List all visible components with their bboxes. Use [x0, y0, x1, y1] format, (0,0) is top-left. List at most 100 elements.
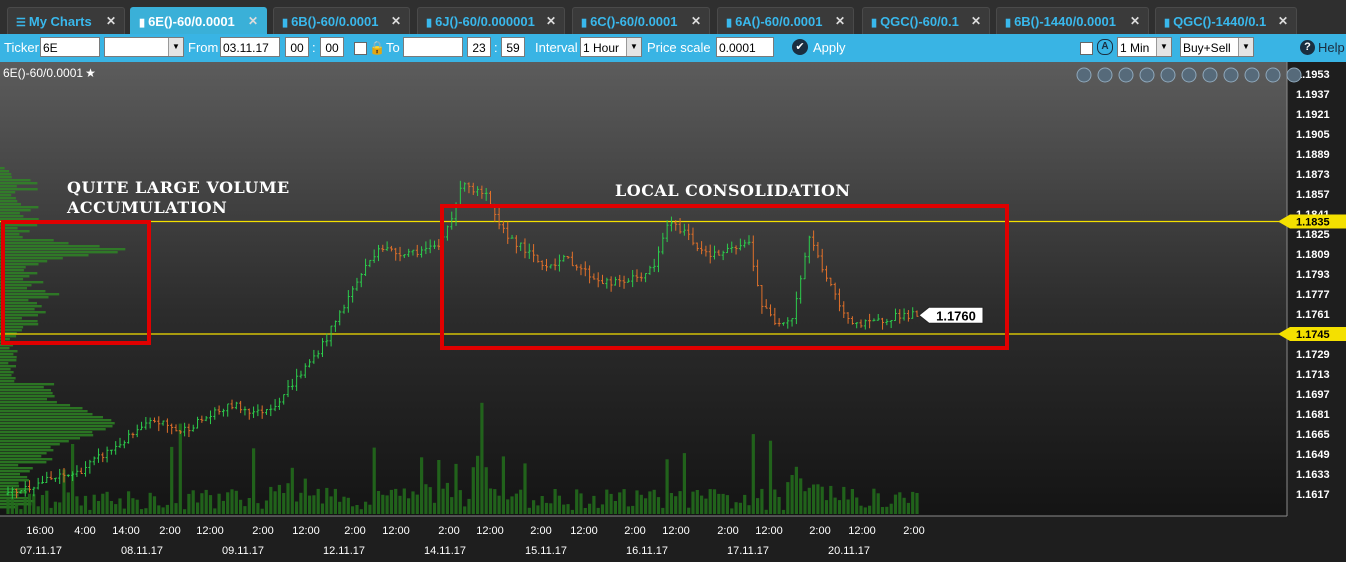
volume-bar	[557, 495, 561, 514]
tab-6[interactable]: ▮ 6A()-60/0.0001 ✕	[717, 7, 854, 34]
profile-bar	[0, 326, 24, 329]
to-minute-input[interactable]: 59	[501, 37, 525, 57]
to-label: To	[386, 40, 400, 55]
ticker-dropdown[interactable]: ▼	[104, 37, 184, 57]
close-icon[interactable]: ✕	[690, 14, 701, 28]
close-icon[interactable]: ✕	[390, 14, 401, 28]
settings-icon[interactable]	[1223, 67, 1239, 83]
tab-1[interactable]: ☰ My Charts ✕	[7, 7, 125, 34]
volume-bar	[286, 483, 290, 514]
volume-bar	[118, 498, 122, 514]
lock-icon[interactable]: 🔒	[369, 40, 386, 55]
refresh-icon[interactable]	[1202, 67, 1218, 83]
close-icon[interactable]: ✕	[1277, 14, 1288, 28]
from-minute-input[interactable]: 00	[320, 37, 344, 57]
volume-bar	[36, 506, 40, 514]
last-price-label: 1.1760	[936, 308, 976, 323]
to-date-input[interactable]	[403, 37, 463, 57]
to-enable-checkbox[interactable]	[354, 42, 367, 55]
auto-checkbox[interactable]	[1080, 42, 1093, 55]
profile-bar	[0, 188, 38, 191]
side-select[interactable]: Buy+Sell ▼	[1180, 37, 1254, 57]
profile-bar	[0, 494, 19, 497]
volume-bar	[23, 498, 27, 514]
ticker-input[interactable]: 6E	[40, 37, 100, 57]
tab-2[interactable]: ▮ 6E()-60/0.0001 ✕	[130, 7, 267, 34]
volume-bar	[407, 498, 411, 514]
zoom-reset-icon[interactable]	[1139, 67, 1155, 83]
close-icon[interactable]: ✕	[834, 14, 845, 28]
grid-icon[interactable]	[1160, 67, 1176, 83]
chart-area[interactable]: 1.1953 1.1937 1.1921 1.1905 1.1889 1.1873 1.18…	[0, 62, 1346, 562]
profile-bar	[0, 356, 17, 359]
volume-bar	[139, 509, 144, 514]
close-icon[interactable]: ✕	[105, 14, 116, 28]
expand-icon[interactable]	[1244, 67, 1260, 83]
close-icon[interactable]: ✕	[1129, 14, 1140, 28]
volume-bar	[588, 503, 592, 514]
volume-bar	[760, 488, 764, 514]
volume-bar	[532, 500, 536, 514]
auto-a-icon[interactable]: A	[1097, 39, 1113, 55]
price-chart[interactable]: 1.1953 1.1937 1.1921 1.1905 1.1889 1.1873 1.18…	[0, 62, 1346, 562]
profile-bar	[0, 335, 17, 338]
volume-bar	[282, 493, 286, 514]
tab-5[interactable]: ▮ 6C()-60/0.0001 ✕	[572, 7, 710, 34]
volume-bar	[105, 491, 109, 514]
tab-3[interactable]: ▮ 6B()-60/0.0001 ✕	[273, 7, 410, 34]
volume-bar	[53, 501, 57, 514]
profile-bar	[0, 455, 42, 458]
tab-4[interactable]: ▮ 6J()-60/0.000001 ✕	[417, 7, 565, 34]
profile-bar	[0, 251, 118, 254]
volume-bar	[385, 495, 389, 514]
tab-label: 6B()-1440/0.0001	[1014, 14, 1116, 29]
y-tick-label: 1.1889	[1296, 149, 1330, 161]
volume-bar	[734, 502, 738, 514]
volume-bar	[191, 490, 195, 514]
check-circle-icon[interactable]: ✔	[792, 39, 808, 55]
from-hour-input[interactable]: 00	[285, 37, 309, 57]
price-scale-input[interactable]: 0.0001	[716, 37, 774, 57]
y-tick-label: 1.1633	[1296, 469, 1330, 481]
tab-label: QGC()-60/0.1	[880, 14, 959, 29]
to-hour-input[interactable]: 23	[467, 37, 491, 57]
volume-bar	[45, 490, 49, 514]
help-label[interactable]: Help	[1318, 40, 1345, 55]
annotation-box-consolidation[interactable]	[440, 204, 1009, 350]
close-panel-icon[interactable]	[1265, 67, 1281, 83]
timeframe-value: 1 Min	[1120, 41, 1150, 55]
zoom-fit-icon[interactable]	[1076, 67, 1092, 83]
close-icon[interactable]: ✕	[247, 14, 258, 28]
volume-bar	[299, 492, 303, 514]
tab-8[interactable]: ▮ 6B()-1440/0.0001 ✕	[996, 7, 1149, 34]
draw-icon[interactable]	[1181, 67, 1197, 83]
tab-7[interactable]: ▮ QGC()-60/0.1 ✕	[862, 7, 990, 34]
volume-bar	[101, 493, 105, 514]
chart-title-text: 6E()-60/0.0001	[3, 66, 84, 80]
volume-bar	[131, 498, 135, 514]
volume-bar	[83, 495, 88, 514]
chevron-down-icon: ▼	[1156, 38, 1171, 56]
timeframe-select[interactable]: 1 Min ▼	[1117, 37, 1172, 57]
profile-bar	[0, 401, 57, 404]
y-tick-label: 1.1777	[1296, 289, 1330, 301]
interval-value: 1 Hour	[583, 41, 620, 55]
zoom-in-icon[interactable]	[1097, 67, 1113, 83]
volume-bar	[596, 507, 600, 514]
close-icon[interactable]: ✕	[970, 14, 981, 28]
volume-bar	[471, 467, 475, 514]
annotation-box-volume[interactable]	[1, 220, 151, 345]
chart-title: 6E()-60/0.0001 ★	[3, 66, 96, 80]
volume-bar	[476, 455, 480, 514]
from-date-input[interactable]: 03.11.17	[220, 37, 280, 57]
volume-bar	[303, 478, 307, 514]
star-icon[interactable]: ★	[85, 66, 96, 80]
apply-button[interactable]: Apply	[813, 40, 846, 55]
zoom-out-icon[interactable]	[1118, 67, 1134, 83]
volume-bar	[566, 504, 570, 514]
tab-9[interactable]: ▮ QGC()-1440/0.1 ✕	[1155, 7, 1297, 34]
help-icon[interactable]: ?	[1300, 40, 1315, 55]
collapse-icon[interactable]	[1286, 67, 1302, 83]
close-icon[interactable]: ✕	[545, 14, 556, 28]
interval-select[interactable]: 1 Hour ▼	[580, 37, 642, 57]
